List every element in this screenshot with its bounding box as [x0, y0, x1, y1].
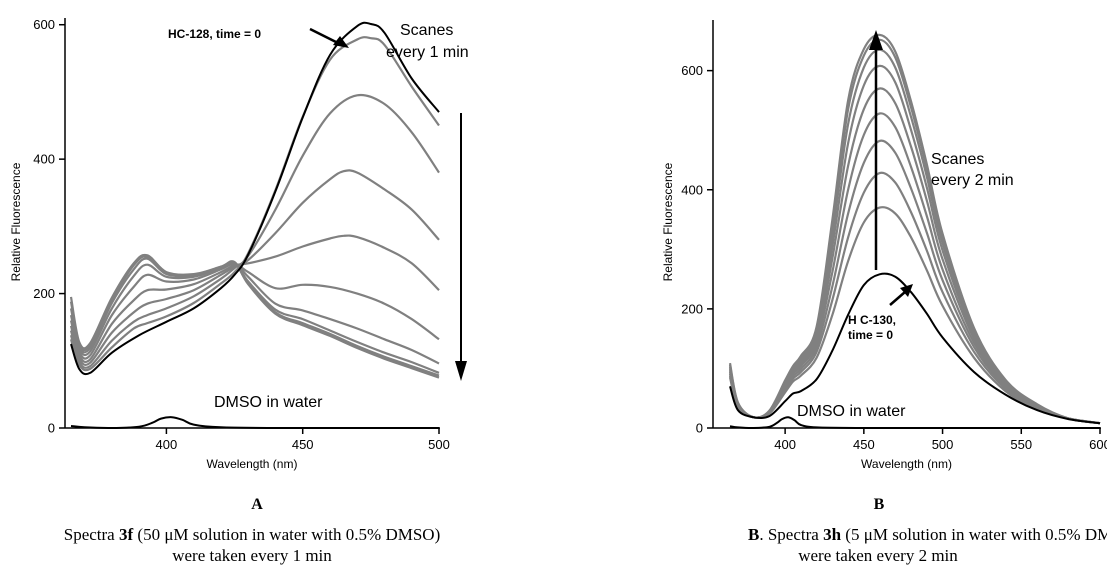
series-line-1 — [69, 36, 440, 372]
x-tick-label: 500 — [428, 437, 450, 452]
series-line-10 — [729, 416, 1100, 430]
panel-b-curves — [728, 33, 1101, 430]
series-line-7 — [728, 48, 1101, 425]
series-line-5 — [69, 262, 440, 360]
series-line-10 — [70, 416, 439, 430]
series-line-3 — [69, 169, 440, 366]
panel-a-start-arrow-head — [333, 36, 349, 48]
panel-a-decrease-arrow-head — [455, 361, 467, 381]
panel-b-caption-line1: B. Spectra 3h (5 μM solution in water wi… — [748, 525, 1107, 544]
panel-a-start-label: HC-128, time = 0 — [168, 27, 261, 41]
series-line-2 — [69, 93, 440, 369]
panel-a: 0 200 400 600 400 450 500 Wavelength (nm) Relati… — [9, 17, 469, 565]
panel-a-caption-prefix: Spectra — [64, 525, 119, 544]
panel-b-caption-letter: B — [748, 525, 759, 544]
series-line-0 — [729, 272, 1101, 425]
series-line-4 — [69, 234, 440, 364]
y-tick-label: 0 — [48, 421, 55, 436]
series-line-9 — [69, 253, 440, 379]
x-tick-label: 400 — [156, 437, 178, 452]
x-tick-label: 500 — [932, 437, 954, 452]
series-line-0 — [70, 21, 440, 376]
panel-b-increase-arrow-head — [869, 30, 883, 50]
y-tick-label: 400 — [681, 182, 703, 197]
x-tick-label: 450 — [853, 437, 875, 452]
panel-b-start-arrow-head — [900, 284, 913, 297]
panel-b-caption-middle: (5 μM solution in water with 0.5% DMSO) — [841, 525, 1107, 544]
x-tick-label: 400 — [774, 437, 796, 452]
panel-a-axes: 0 200 400 600 400 450 500 Wavelength (nm) Relati… — [9, 17, 450, 471]
x-tick-label: 550 — [1010, 437, 1032, 452]
panel-a-curves — [69, 21, 440, 430]
x-tick-label: 600 — [1089, 437, 1107, 452]
x-axis-label: Wavelength (nm) — [207, 457, 298, 471]
y-tick-label: 600 — [681, 63, 703, 78]
series-line-8 — [728, 38, 1101, 425]
series-line-9 — [728, 33, 1101, 425]
panel-b-scan-label-line2: every 2 min — [931, 172, 1014, 189]
x-axis-label: Wavelength (nm) — [861, 457, 952, 471]
panel-b-caption-line2: were taken every 2 min — [798, 546, 958, 565]
panel-b-letter: B — [874, 496, 885, 513]
panel-b-dmso-label: DMSO in water — [797, 403, 906, 420]
x-tick-label: 450 — [292, 437, 314, 452]
panel-b-start-label-line2: time = 0 — [848, 328, 893, 342]
y-tick-label: 600 — [33, 17, 55, 32]
panel-b-caption-sep: . Spectra — [759, 525, 823, 544]
series-line-5 — [728, 87, 1101, 425]
panel-a-caption-line1: Spectra 3f (50 μM solution in water with… — [64, 525, 440, 544]
panel-a-start-arrow-shaft — [309, 27, 341, 46]
y-axis-label: Relative Fluorescence — [661, 162, 675, 281]
panel-b-scan-label-line1: Scanes — [931, 151, 984, 168]
panel-a-scan-label-line1: Scanes — [400, 22, 453, 39]
panel-b-start-label-line1: H C-130, — [848, 313, 896, 327]
panel-b-caption-compound: 3h — [823, 525, 842, 544]
panel-a-dmso-label: DMSO in water — [214, 394, 323, 411]
panel-a-letter: A — [251, 496, 263, 513]
panel-a-caption-middle: (50 μM solution in water with 0.5% DMSO) — [133, 525, 440, 544]
panel-b: 0 200 400 600 400 450 500 550 600 Wavelength (nm)… — [661, 20, 1107, 565]
y-tick-label: 200 — [681, 301, 703, 316]
y-tick-label: 200 — [33, 286, 55, 301]
y-axis-label: Relative Fluorescence — [9, 162, 23, 281]
panel-b-start-arrow-shaft — [889, 291, 906, 306]
y-tick-label: 400 — [33, 152, 55, 167]
panel-a-caption-line2: were taken every 1 min — [172, 546, 332, 565]
y-tick-label: 0 — [696, 421, 703, 436]
panel-a-caption-compound: 3f — [119, 525, 134, 544]
panel-a-scan-label-line2: every 1 min — [386, 44, 469, 61]
